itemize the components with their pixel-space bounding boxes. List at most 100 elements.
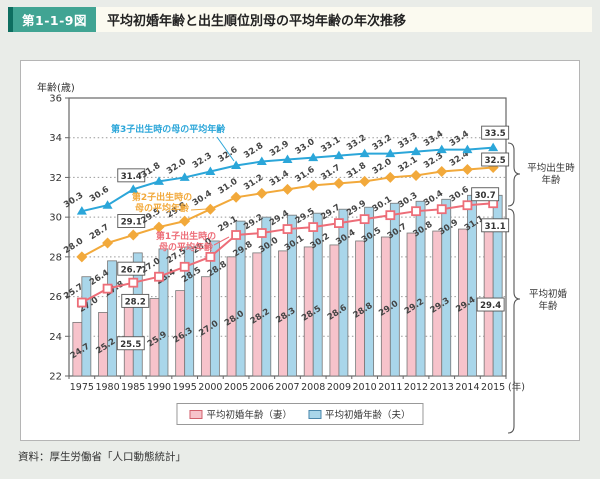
legend-item-wife: 平均初婚年齢（妻） [189,407,292,421]
marker-triangle [333,150,344,160]
x-tick-label: 2012 [404,382,428,393]
value-label-boxed: 30.7 [475,191,496,201]
marker-triangle [205,166,216,175]
marker-diamond [127,229,139,241]
bar-husband-2012 [415,200,426,377]
marker-triangle [308,152,319,162]
combo-chart: 年齢(歳) 22 24 26 28 30 32 34 36 1975 1980 1985 1990 199… [37,81,575,434]
figure-header: 第1-1-9図 平均初婚年齢と出生順位別母の平均年齢の年次推移 [8,7,592,32]
marker-square [102,283,113,294]
marker-square [462,200,473,211]
bar-husband-2009 [338,208,349,377]
marker-triangle [462,144,473,154]
x-tick-label: 2014 [455,382,479,393]
label-average-birth-age: 平均出生時年齢 [527,162,575,186]
legend-swatch-wife [189,409,203,419]
marker-triangle [385,148,396,158]
bar-husband-2010 [364,206,375,377]
marker-diamond [307,179,319,191]
marker-triangle [488,142,499,152]
marker-triangle [128,184,139,193]
marker-diamond [410,169,422,181]
bar-husband-1995 [184,246,195,377]
legend-label-wife: 平均初婚年齢（妻） [206,410,292,421]
x-tick-label: 2008 [301,382,325,393]
marker-square [411,206,421,217]
chart-panel: 年齢(歳) 22 24 26 28 30 32 34 36 1975 1980 1985 1990 199… [20,60,580,441]
x-tick-label: 1975 [70,382,94,393]
annotation-second-child: 第2子出生時の母の平均年齢 [132,191,192,214]
source-note: 資料：厚生労働省「人口動態統計」 [18,451,186,463]
bar-husband-2011 [389,202,400,377]
marker-diamond [256,187,268,199]
y-tick-label: 32 [49,173,62,184]
bar-husband-2000 [209,240,220,377]
marker-square [334,218,344,229]
marker-diamond [76,251,88,263]
bar-husband-1980 [107,260,117,377]
marker-triangle [231,160,242,170]
marker-triangle [102,200,113,209]
y-axis-title: 年齢(歳) [37,81,75,94]
header-accent-stripe [8,7,13,32]
x-tick-label: 1990 [147,382,171,393]
marker-square [385,210,396,221]
marker-diamond [359,175,371,187]
x-tick-label: 1995 [173,382,197,393]
y-tick-label: 24 [49,332,62,343]
bar-husband-1990 [158,248,169,377]
x-tick-label: 2009 [327,382,351,393]
x-tick-label: 2006 [250,382,274,393]
figure-title: 平均初婚年齢と出生順位別母の平均年齢の年次推移 [106,14,406,29]
annotation-third-child: 第3子出生時の母の平均年齢 [111,123,226,135]
marker-diamond [230,191,242,203]
legend-swatch-husband [308,409,321,419]
value-label-boxed: 31.4 [121,172,142,182]
marker-triangle [436,144,447,154]
value-label-boxed: 28.2 [125,297,146,307]
x-tick-label: 2005 [224,382,248,393]
bar-husband-1985 [132,252,143,377]
label-average-first-marriage-age: 平均初婚年齢 [529,288,568,312]
x-tick-label: 1985 [121,382,145,393]
marker-triangle [411,146,422,156]
value-label-boxed: 31.1 [485,222,506,232]
marker-triangle [153,176,164,185]
annotation-first-child: 第1子出生時の母の平均年齢 [156,230,216,253]
x-tick-label: 2011 [378,382,402,393]
marker-diamond [436,165,448,177]
y-tick-label: 34 [49,133,62,144]
legend-item-husband: 平均初婚年齢（夫） [308,407,411,421]
bar-husband-1975 [81,276,92,377]
bar-husband-2008 [312,212,323,377]
x-axis-unit: (年) [508,381,525,393]
x-tick-label: 2010 [353,382,377,393]
value-label-boxed: 33.5 [485,129,506,139]
value-label-boxed: 32.5 [485,156,506,166]
marker-square [231,230,241,240]
y-tick-label: 28 [49,252,62,263]
legend-label-husband: 平均初婚年齢（夫） [325,410,411,421]
x-tick-label: 2000 [198,382,222,393]
value-label-boxed: 29.1 [121,218,142,228]
marker-diamond [282,183,293,195]
brace [507,142,521,207]
marker-square [282,224,293,234]
marker-diamond [461,163,473,175]
marker-triangle [359,148,370,158]
legend: 平均初婚年齢（妻） 平均初婚年齢（夫） [176,403,424,425]
marker-diamond [204,203,216,215]
y-tick-label: 36 [49,94,62,105]
value-label-boxed: 25.5 [120,340,141,350]
marker-square [128,277,139,288]
marker-square [436,204,447,215]
marker-square [154,271,164,282]
marker-triangle [179,172,190,181]
marker-square [359,214,370,225]
marker-diamond [153,221,165,233]
marker-square [308,222,319,232]
x-tick-label: 1980 [95,382,119,393]
bar-husband-2005 [235,220,246,377]
value-label-boxed: 26.7 [121,265,142,275]
marker-square [179,261,190,272]
